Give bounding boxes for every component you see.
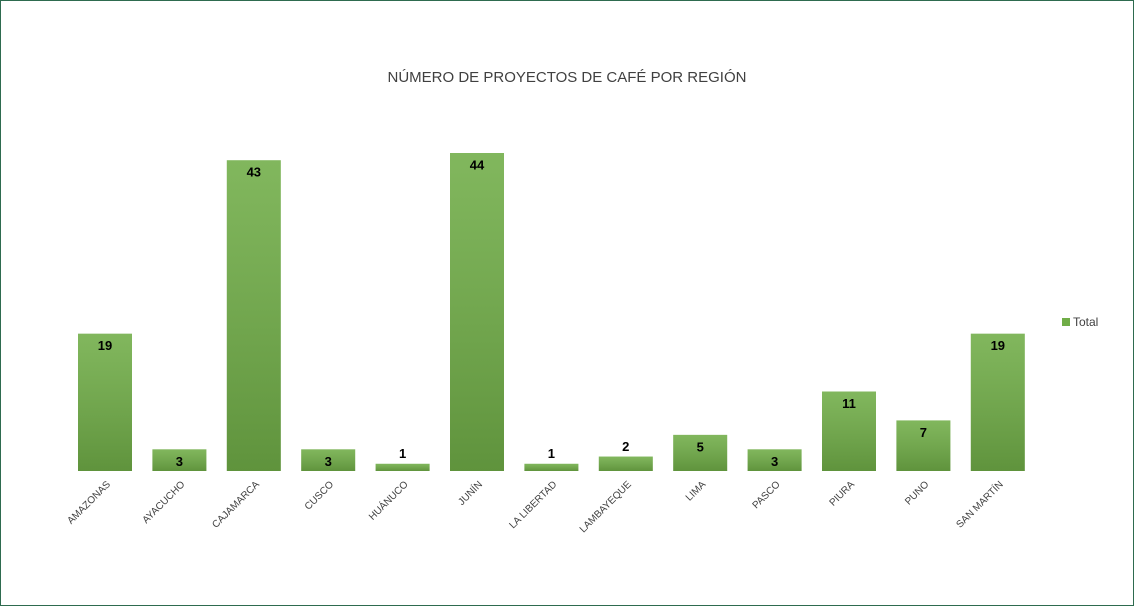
- bar-shade: [822, 391, 876, 471]
- bar-shade: [747, 449, 802, 471]
- bar-shade: [375, 463, 430, 471]
- data-label: 7: [920, 425, 927, 440]
- data-label: 44: [470, 157, 485, 172]
- bar-shade: [152, 449, 207, 471]
- bar-shade: [673, 434, 728, 471]
- data-label: 19: [991, 338, 1005, 353]
- bar-shade: [524, 463, 579, 471]
- legend-label: Total: [1073, 315, 1098, 329]
- data-label: 3: [325, 454, 332, 469]
- chart-title: NÚMERO DE PROYECTOS DE CAFÉ POR REGIÓN: [388, 69, 747, 86]
- data-label: 3: [771, 454, 778, 469]
- bar-shade: [450, 153, 504, 471]
- data-label: 5: [697, 439, 704, 454]
- bar-shade: [896, 420, 951, 471]
- data-label: 3: [176, 454, 183, 469]
- data-label: 43: [247, 165, 261, 180]
- data-label: 2: [622, 439, 629, 454]
- bar-shade: [970, 333, 1025, 471]
- data-label: 11: [842, 396, 856, 411]
- bar-shade: [78, 333, 132, 471]
- legend-swatch: [1062, 318, 1070, 326]
- data-label: 1: [399, 446, 406, 461]
- data-label: 19: [98, 338, 112, 353]
- bar-shade: [301, 449, 356, 471]
- bar-shade: [598, 456, 653, 471]
- data-label: 1: [548, 446, 555, 461]
- bar-shade: [226, 160, 281, 471]
